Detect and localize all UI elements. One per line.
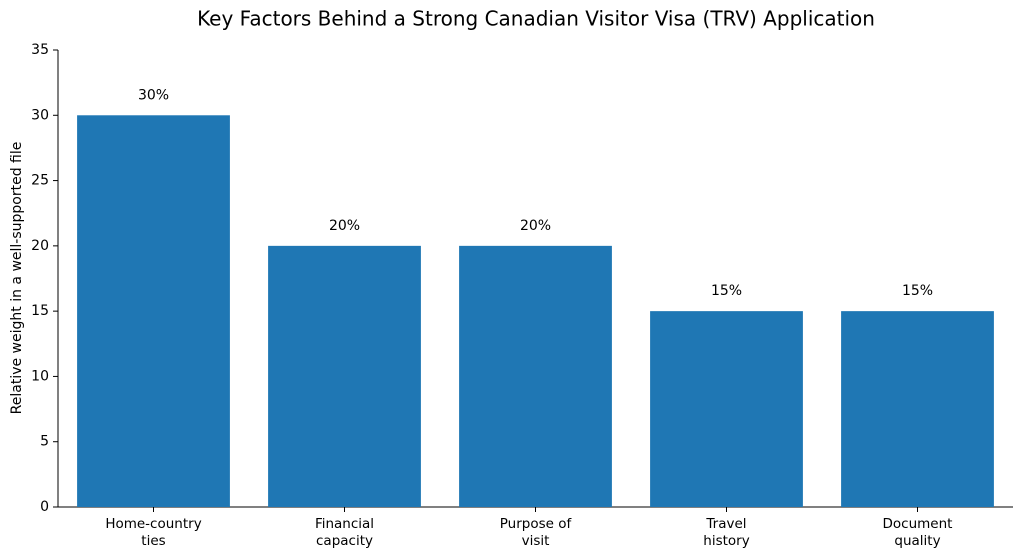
value-label: 15% — [902, 283, 933, 299]
value-label: 20% — [329, 218, 360, 234]
x-tick-label: Travel history — [703, 516, 750, 549]
bar — [650, 311, 803, 507]
y-tick-label: 10 — [31, 368, 49, 384]
x-tick-label: Purpose of visit — [499, 516, 572, 549]
bar — [841, 311, 994, 507]
bar — [77, 115, 230, 508]
y-tick-label: 5 — [40, 434, 49, 450]
y-axis-label: Relative weight in a well-supported file — [9, 142, 25, 415]
x-tick-label: Financial capacity — [314, 516, 375, 549]
y-tick-label: 35 — [31, 42, 49, 58]
value-label: 30% — [138, 87, 169, 103]
value-label: 15% — [711, 283, 742, 299]
value-label: 20% — [520, 218, 551, 234]
y-tick-label: 0 — [40, 499, 49, 515]
bar — [459, 245, 612, 507]
x-tick-label: Home-country ties — [105, 516, 202, 549]
chart-title: Key Factors Behind a Strong Canadian Vis… — [197, 7, 875, 31]
y-tick-label: 25 — [31, 173, 49, 189]
x-tick-label: Document quality — [882, 516, 953, 549]
y-tick-label: 15 — [31, 303, 49, 319]
y-tick-label: 30 — [31, 107, 49, 123]
y-tick-label: 20 — [31, 238, 49, 254]
bar — [268, 245, 421, 507]
